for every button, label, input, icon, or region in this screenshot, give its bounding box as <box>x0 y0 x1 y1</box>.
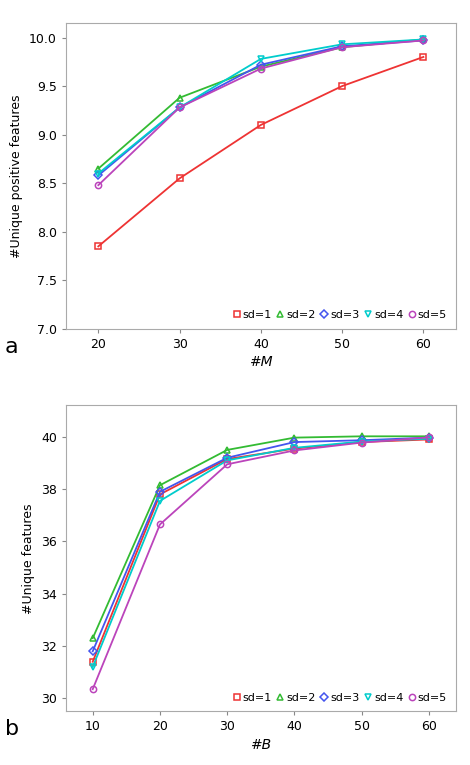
Y-axis label: #Unique features: #Unique features <box>23 503 35 614</box>
Legend: sd=1, sd=2, sd=3, sd=4, sd=5: sd=1, sd=2, sd=3, sd=4, sd=5 <box>229 307 450 324</box>
X-axis label: #B: #B <box>251 737 271 752</box>
Y-axis label: #Unique positive features: #Unique positive features <box>10 94 24 258</box>
Text: b: b <box>5 719 19 739</box>
X-axis label: #M: #M <box>249 355 273 369</box>
Text: a: a <box>5 337 18 356</box>
Legend: sd=1, sd=2, sd=3, sd=4, sd=5: sd=1, sd=2, sd=3, sd=4, sd=5 <box>229 689 450 706</box>
